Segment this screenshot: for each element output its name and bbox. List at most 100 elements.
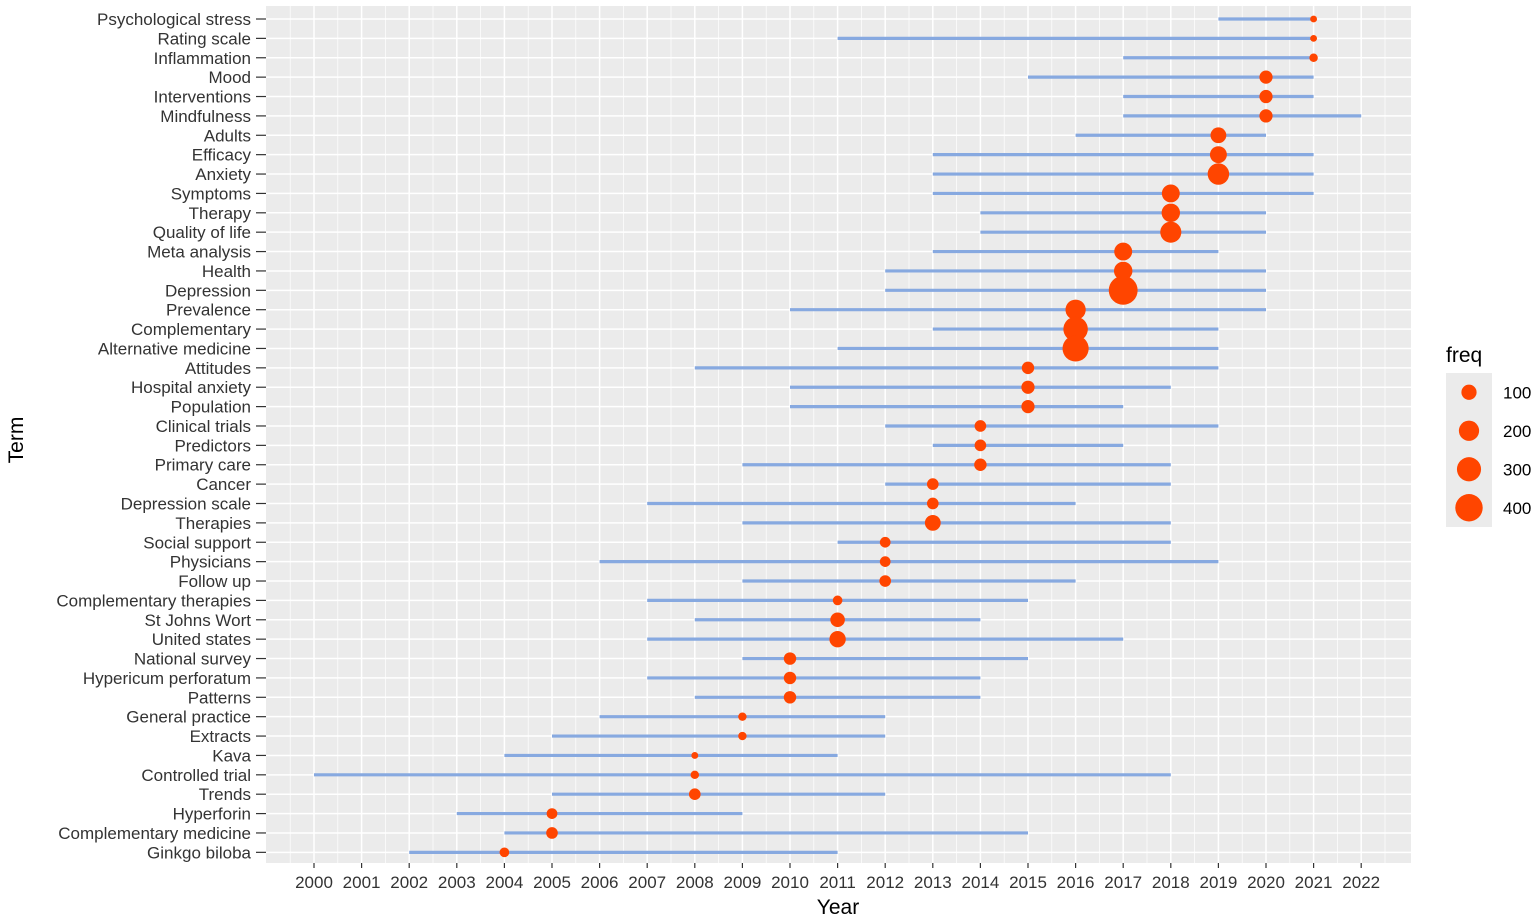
term-point xyxy=(1021,399,1035,414)
term-label: Health xyxy=(202,262,251,281)
term-label: Controlled trial xyxy=(141,766,251,785)
x-tick-label: 2021 xyxy=(1295,873,1333,892)
term-label: Extracts xyxy=(190,727,251,746)
term-label: St Johns Wort xyxy=(145,611,252,630)
term-label: Physicians xyxy=(170,553,251,572)
x-tick-label: 2013 xyxy=(914,873,952,892)
term-point xyxy=(738,712,747,721)
term-label: Complementary medicine xyxy=(58,824,251,843)
term-point xyxy=(1310,34,1318,42)
term-point xyxy=(783,691,797,704)
x-tick-label: 2000 xyxy=(295,873,333,892)
term-point xyxy=(1309,53,1318,62)
term-point xyxy=(1161,203,1181,223)
legend: freq 100 200 300 400 xyxy=(1446,344,1531,527)
term-label: Cancer xyxy=(196,475,251,494)
term-label: Inflammation xyxy=(154,49,251,68)
term-label: Therapy xyxy=(189,204,252,223)
term-point xyxy=(1259,70,1273,84)
term-point xyxy=(1259,109,1273,123)
term-label: Rating scale xyxy=(157,29,251,48)
legend-key-point xyxy=(1456,457,1482,482)
legend-key-label: 400 xyxy=(1503,499,1531,518)
x-tick-label: 2009 xyxy=(723,873,761,892)
term-point xyxy=(926,478,939,490)
term-point xyxy=(974,458,987,471)
term-label: Trends xyxy=(199,785,251,804)
term-ranges xyxy=(314,17,1362,854)
term-point xyxy=(1207,163,1230,185)
term-points xyxy=(499,15,1318,858)
x-tick-label: 2016 xyxy=(1057,873,1095,892)
term-point xyxy=(690,770,700,780)
term-point xyxy=(832,595,843,606)
term-label: Ginkgo biloba xyxy=(147,843,252,862)
y-axis-title: Term xyxy=(5,417,28,464)
term-point xyxy=(738,731,747,741)
x-tick-label: 2007 xyxy=(628,873,666,892)
term-label: Interventions xyxy=(154,88,251,107)
term-point xyxy=(1021,380,1035,394)
term-label: Hypericum perforatum xyxy=(83,669,251,688)
term-point xyxy=(1209,146,1227,164)
term-label: Prevalence xyxy=(166,301,251,320)
term-point xyxy=(1062,335,1089,362)
term-point xyxy=(829,630,846,648)
term-label: Meta analysis xyxy=(147,243,251,262)
x-tick-label: 2017 xyxy=(1104,873,1142,892)
term-point xyxy=(546,827,558,839)
term-point xyxy=(499,847,510,858)
term-point xyxy=(691,752,699,759)
x-tick-label: 2019 xyxy=(1199,873,1237,892)
term-label: Mood xyxy=(208,68,251,87)
x-tick-label: 2001 xyxy=(343,873,381,892)
x-tick-label: 2006 xyxy=(581,873,619,892)
legend-key-point xyxy=(1461,384,1477,400)
term-point xyxy=(1021,361,1035,375)
term-point xyxy=(1065,299,1086,320)
term-point xyxy=(879,556,891,567)
x-tick-label: 2008 xyxy=(676,873,714,892)
term-label: Primary care xyxy=(155,456,251,475)
legend-key-label: 300 xyxy=(1503,460,1531,479)
term-label: Predictors xyxy=(174,436,251,455)
x-tick-label: 2002 xyxy=(390,873,428,892)
term-point xyxy=(1108,275,1138,305)
term-label: Therapies xyxy=(175,514,251,533)
term-point xyxy=(1160,221,1182,243)
term-label: Depression xyxy=(165,281,251,300)
term-label: Mindfulness xyxy=(160,107,251,126)
x-tick-label: 2010 xyxy=(771,873,809,892)
term-point xyxy=(1063,316,1088,342)
term-point xyxy=(924,514,941,531)
term-label: Hospital anxiety xyxy=(131,378,252,397)
legend-key-point xyxy=(1455,494,1483,522)
term-point xyxy=(1114,242,1133,261)
legend-key-point xyxy=(1458,420,1480,441)
legend-key-label: 200 xyxy=(1503,422,1531,441)
term-point xyxy=(879,536,891,548)
term-point xyxy=(1310,15,1318,23)
x-tick-label: 2011 xyxy=(819,873,856,892)
term-label: Anxiety xyxy=(195,165,251,184)
term-point xyxy=(1161,184,1180,203)
term-point xyxy=(974,420,987,432)
x-tick-label: 2018 xyxy=(1152,873,1190,892)
term-label: Adults xyxy=(204,126,251,145)
x-tick-label: 2020 xyxy=(1247,873,1285,892)
term-label: Social support xyxy=(143,533,251,552)
term-point xyxy=(783,652,797,665)
term-point xyxy=(974,439,987,452)
term-label: Complementary therapies xyxy=(56,591,251,610)
term-label: Efficacy xyxy=(192,146,252,165)
term-label: Clinical trials xyxy=(156,417,251,436)
term-point xyxy=(1210,127,1227,144)
term-point xyxy=(1259,89,1273,104)
term-point xyxy=(830,612,845,628)
term-label: General practice xyxy=(126,708,251,727)
term-label: Quality of life xyxy=(153,223,251,242)
term-label: Hyperforin xyxy=(173,805,251,824)
term-label: Complementary xyxy=(131,320,251,339)
legend-title: freq xyxy=(1446,344,1482,367)
